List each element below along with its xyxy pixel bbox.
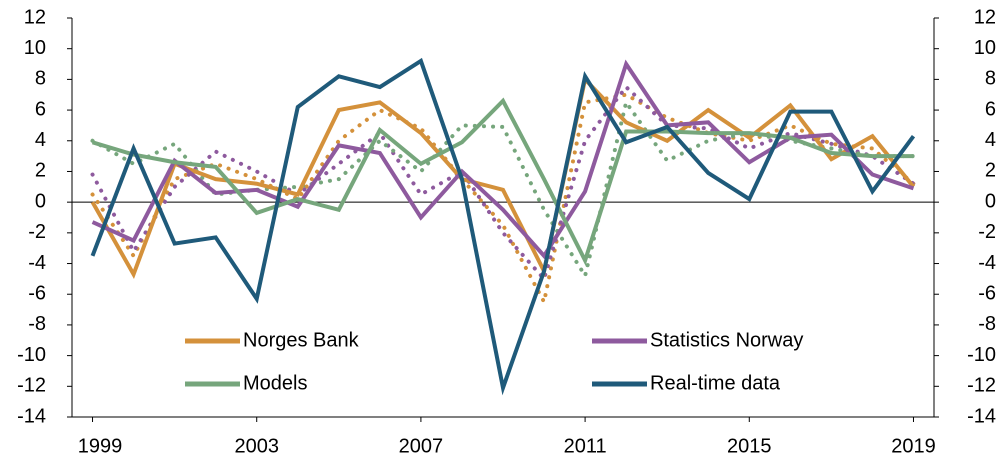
- y-tick-label: 12: [24, 6, 46, 28]
- y-tick-label: -8: [28, 313, 46, 335]
- y-tick-label: -2: [28, 221, 46, 243]
- dotted-line: [90, 92, 916, 308]
- y-tick-label: -4: [28, 252, 46, 274]
- y2-tick-label: -10: [967, 344, 996, 366]
- y2-tick-label: 12: [974, 6, 996, 28]
- legend-label: Models: [243, 372, 307, 394]
- legend-label: Real-time data: [650, 372, 781, 394]
- y2-tick-label: 8: [985, 68, 996, 90]
- y-tick-label: 10: [24, 37, 46, 59]
- y2-tick-label: -4: [978, 252, 996, 274]
- y-tick-label: 2: [35, 160, 46, 182]
- x-tick-label: 2007: [399, 435, 444, 457]
- y2-tick-label: 4: [985, 129, 996, 151]
- legend-label: Statistics Norway: [650, 329, 803, 351]
- y2-tick-label: -2: [978, 221, 996, 243]
- y-tick-label: 8: [35, 68, 46, 90]
- line: [90, 75, 916, 279]
- x-tick-label: 2011: [564, 435, 607, 457]
- y-tick-label: -12: [17, 375, 46, 397]
- x-tick-label: 2003: [234, 435, 279, 457]
- y2-tick-label: -14: [967, 405, 996, 427]
- x-tick-label: 1999: [78, 435, 123, 457]
- line: [90, 57, 916, 396]
- y2-tick-label: 10: [974, 37, 996, 59]
- legend-label: Norges Bank: [243, 329, 360, 351]
- y2-tick-label: 6: [985, 98, 996, 120]
- y-tick-label: 6: [35, 98, 46, 120]
- y-tick-label: 4: [35, 129, 46, 151]
- x-tick-label: 2019: [891, 435, 936, 457]
- line: [91, 59, 915, 260]
- y-tick-label: 0: [35, 190, 46, 212]
- y2-tick-label: -8: [978, 313, 996, 335]
- y-tick-label: -14: [17, 405, 46, 427]
- y2-tick-label: -6: [978, 283, 996, 305]
- y-tick-label: -6: [28, 283, 46, 305]
- y-tick-label: -10: [17, 344, 46, 366]
- x-tick-label: 2015: [727, 435, 772, 457]
- y2-tick-label: 2: [985, 160, 996, 182]
- y2-tick-label: -12: [967, 375, 996, 397]
- y2-tick-label: 0: [985, 190, 996, 212]
